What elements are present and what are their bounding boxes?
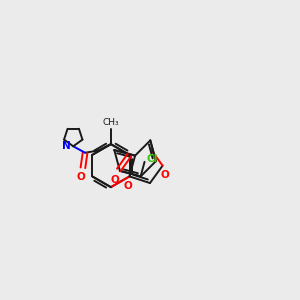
Text: CH₃: CH₃ bbox=[103, 118, 119, 127]
Text: O: O bbox=[110, 175, 119, 184]
Text: O: O bbox=[160, 170, 169, 180]
Text: O: O bbox=[123, 181, 132, 191]
Text: N: N bbox=[62, 140, 70, 151]
Text: O: O bbox=[76, 172, 85, 182]
Text: Cl: Cl bbox=[146, 154, 158, 164]
